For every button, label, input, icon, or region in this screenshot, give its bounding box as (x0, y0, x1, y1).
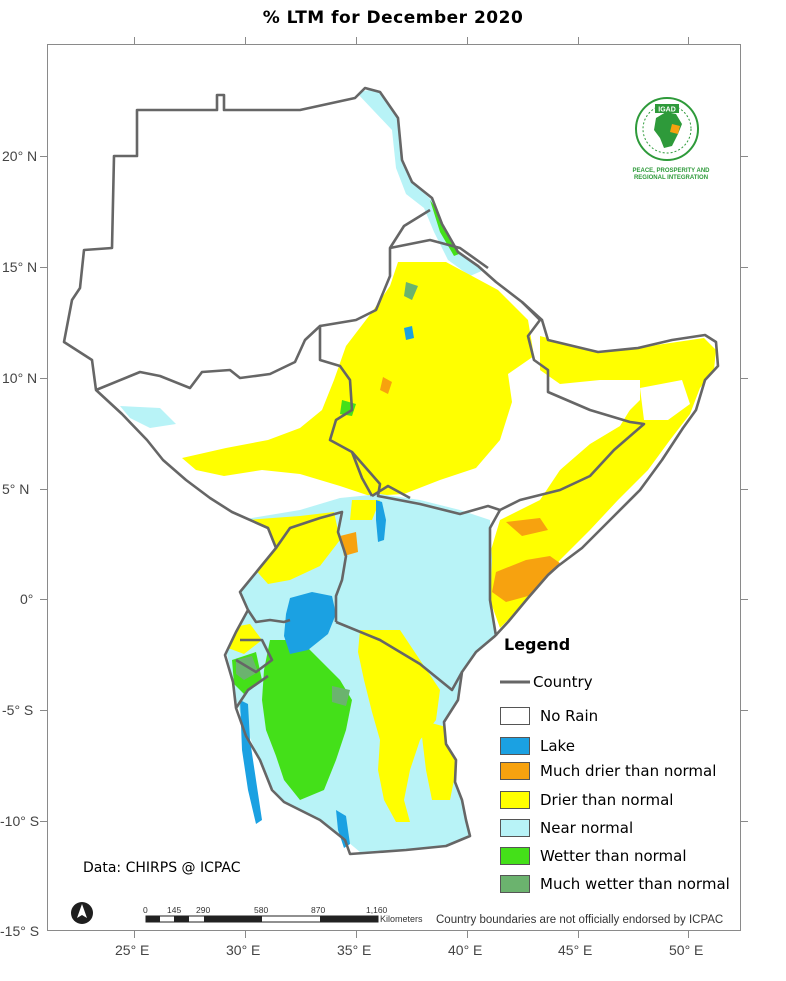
lon-tick (578, 931, 579, 938)
country-boundaries (62, 86, 720, 856)
scale-label: 580 (254, 905, 269, 915)
lat-tick (741, 489, 748, 490)
lon-tick (467, 37, 468, 44)
lat-tick (741, 267, 748, 268)
legend-item-near-normal: Near normal (500, 817, 633, 839)
legend-item-lake: Lake (500, 735, 575, 757)
lon-tick (245, 37, 246, 44)
lat-tick (40, 378, 47, 379)
lat-tick (40, 489, 47, 490)
lat-label-15s: -15° S (0, 923, 40, 939)
lat-label-5s: -5° S (2, 702, 34, 718)
scale-label: 870 (311, 905, 326, 915)
legend-item-wetter: Wetter than normal (500, 845, 687, 867)
lon-label-45e: 45° E (558, 942, 593, 958)
legend-label: Much drier than normal (540, 762, 717, 780)
legend-label: Much wetter than normal (540, 875, 730, 893)
map-title: % LTM for December 2020 (262, 8, 524, 28)
igad-logo-text: IGAD (658, 107, 676, 114)
lake-tana (404, 326, 414, 340)
lon-tick (688, 37, 689, 44)
scale-bar (145, 915, 379, 923)
scale-label: 0 (143, 905, 148, 915)
rainfall-classes (64, 88, 718, 854)
lat-tick (741, 156, 748, 157)
lat-tick (40, 599, 47, 600)
lat-tick (40, 710, 47, 711)
lon-tick (134, 931, 135, 938)
lake-turkana (376, 500, 386, 542)
wetter-tanzania (262, 640, 352, 800)
lat-label-10n: 10° N (2, 370, 38, 386)
legend-swatch (500, 762, 530, 780)
data-credit: Data: CHIRPS @ ICPAC (83, 860, 241, 876)
lat-tick (40, 267, 47, 268)
lat-label-10s: -10° S (0, 813, 40, 829)
lon-label-40e: 40° E (448, 942, 483, 958)
drier-belt-north (182, 262, 534, 496)
igad-logo: IGAD (635, 97, 699, 161)
igad-tagline: PEACE, PROSPERITY AND REGIONAL INTEGRATI… (632, 168, 710, 181)
lat-label-0: 0° (20, 591, 34, 607)
lat-label-5n: 5° N (2, 481, 30, 497)
legend-swatch (500, 875, 530, 893)
lat-tick (741, 821, 748, 822)
legend-item-drier: Drier than normal (500, 789, 673, 811)
lon-tick (356, 931, 357, 938)
legend-label: Wetter than normal (540, 847, 687, 865)
north-arrow-icon (71, 902, 93, 924)
lat-tick (741, 378, 748, 379)
legend-item-no-rain: No Rain (500, 705, 598, 727)
legend-item-much-wetter: Much wetter than normal (500, 873, 730, 895)
lon-tick (245, 931, 246, 938)
lon-label-30e: 30° E (226, 942, 261, 958)
scale-label: 145 (167, 905, 182, 915)
legend-swatch (500, 819, 530, 837)
disclaimer: Country boundaries are not officially en… (436, 914, 724, 926)
legend-label: Lake (540, 737, 575, 755)
legend-label: Near normal (540, 819, 634, 837)
lon-label-25e: 25° E (115, 942, 150, 958)
lat-tick (40, 156, 47, 157)
lat-label-20n: 20° N (2, 148, 38, 164)
legend-swatch (500, 737, 530, 755)
lake-malawi (336, 810, 350, 848)
much-drier-kenya (492, 556, 564, 602)
legend-label: Drier than normal (540, 791, 674, 809)
legend-swatch (500, 791, 530, 809)
legend-country-label: Country (533, 673, 593, 691)
lon-tick (688, 931, 689, 938)
lon-tick (356, 37, 357, 44)
lat-tick (741, 710, 748, 711)
scale-unit: Kilometers (380, 914, 423, 924)
legend-label: No Rain (540, 707, 599, 725)
legend-swatch (500, 707, 530, 725)
scale-label: 290 (196, 905, 211, 915)
lon-label-35e: 35° E (337, 942, 372, 958)
lake-victoria (284, 592, 336, 654)
lat-tick (40, 821, 47, 822)
lon-tick (578, 37, 579, 44)
lon-tick (134, 37, 135, 44)
lat-label-15n: 15° N (2, 259, 38, 275)
legend-title: Legend (504, 635, 571, 654)
legend-country: Country (500, 671, 593, 693)
lat-tick (741, 599, 748, 600)
lon-label-50e: 50° E (669, 942, 704, 958)
legend-swatch (500, 847, 530, 865)
scale-label: 1,160 (366, 905, 388, 915)
lon-tick (467, 931, 468, 938)
legend-item-much-drier: Much drier than normal (500, 760, 716, 782)
